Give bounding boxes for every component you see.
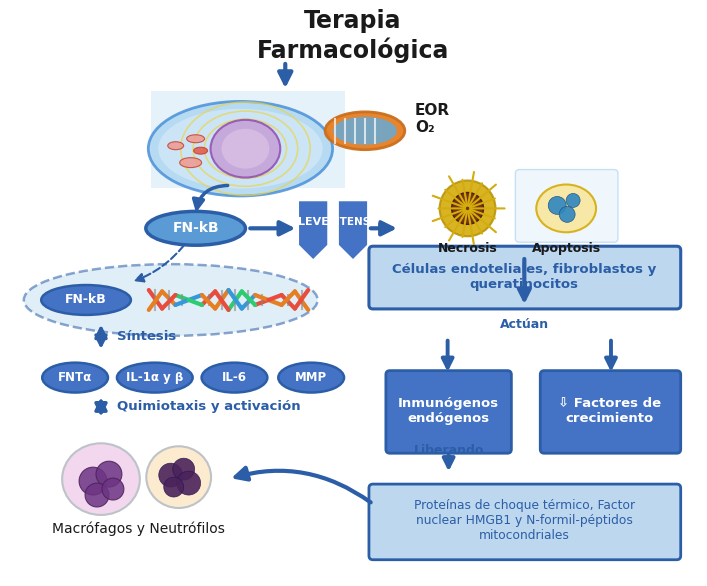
Ellipse shape (221, 129, 269, 169)
Ellipse shape (158, 109, 322, 189)
Text: IL-6: IL-6 (222, 371, 247, 384)
Circle shape (96, 461, 122, 487)
Text: INTENSO: INTENSO (327, 217, 379, 227)
Text: Actúan: Actúan (500, 318, 549, 331)
Text: Terapia
Farmacológica: Terapia Farmacológica (257, 9, 449, 63)
Text: Proteínas de choque térmico, Factor
nuclear HMGB1 y N-formil-péptidos
mitocondri: Proteínas de choque térmico, Factor nucl… (414, 499, 635, 543)
Text: Necrosis: Necrosis (438, 241, 498, 255)
FancyBboxPatch shape (386, 370, 511, 453)
Ellipse shape (117, 363, 192, 393)
Circle shape (102, 478, 124, 500)
Circle shape (85, 483, 109, 507)
FancyBboxPatch shape (151, 91, 345, 189)
FancyBboxPatch shape (515, 169, 618, 242)
Text: IL-1α y β: IL-1α y β (126, 371, 183, 384)
Text: Quimiotaxis y activación: Quimiotaxis y activación (117, 400, 300, 413)
Ellipse shape (148, 101, 332, 196)
Circle shape (566, 193, 580, 207)
Ellipse shape (187, 135, 204, 143)
FancyBboxPatch shape (369, 246, 681, 309)
Ellipse shape (537, 185, 596, 232)
Text: EOR
O₂: EOR O₂ (415, 103, 450, 135)
Ellipse shape (168, 142, 184, 149)
Circle shape (452, 192, 484, 224)
Ellipse shape (62, 443, 140, 515)
Ellipse shape (194, 147, 208, 154)
Circle shape (559, 206, 575, 222)
Text: FN-kB: FN-kB (65, 294, 107, 306)
Text: Apoptosis: Apoptosis (532, 241, 601, 255)
Text: ⇩ Factores de
crecimiento: ⇩ Factores de crecimiento (559, 397, 662, 425)
Circle shape (79, 467, 107, 495)
Circle shape (173, 458, 194, 480)
Circle shape (164, 477, 184, 497)
Ellipse shape (146, 212, 245, 245)
Circle shape (159, 463, 182, 487)
Ellipse shape (333, 117, 397, 145)
Text: Células endoteliales, fibroblastos y
queratinocitos: Células endoteliales, fibroblastos y que… (392, 263, 657, 291)
Circle shape (440, 180, 496, 236)
Circle shape (548, 196, 566, 214)
Text: FN-kB: FN-kB (173, 222, 219, 236)
Text: Macrófagos y Neutrófilos: Macrófagos y Neutrófilos (52, 522, 226, 536)
Text: Síntesis: Síntesis (117, 331, 176, 343)
Circle shape (177, 471, 201, 495)
Ellipse shape (201, 363, 267, 393)
Ellipse shape (325, 112, 405, 149)
Ellipse shape (42, 363, 108, 393)
Ellipse shape (146, 447, 211, 508)
Text: FNTα: FNTα (58, 371, 92, 384)
Ellipse shape (24, 264, 317, 336)
Ellipse shape (41, 285, 131, 315)
FancyBboxPatch shape (540, 370, 681, 453)
FancyArrow shape (338, 200, 368, 260)
Text: Liberando: Liberando (414, 444, 484, 457)
Text: MMP: MMP (295, 371, 327, 384)
Ellipse shape (180, 158, 201, 168)
Text: LEVE: LEVE (298, 217, 329, 227)
Text: Inmunógenos
endógenos: Inmunógenos endógenos (398, 397, 499, 425)
Ellipse shape (279, 363, 344, 393)
Ellipse shape (211, 120, 280, 178)
FancyBboxPatch shape (369, 484, 681, 560)
FancyArrow shape (298, 200, 328, 260)
